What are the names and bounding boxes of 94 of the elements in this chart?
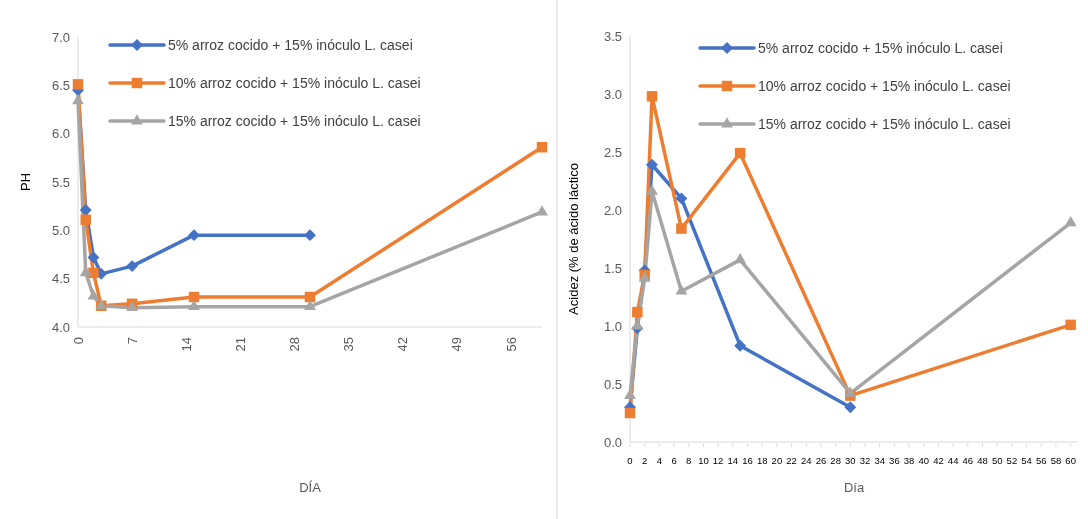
x-tick-label: 50 xyxy=(991,455,1003,466)
point xyxy=(536,141,548,153)
point xyxy=(72,93,84,105)
x-tick-label: 12 xyxy=(712,455,724,466)
y-tick-label: 4.0 xyxy=(51,319,70,335)
point xyxy=(624,407,636,419)
x-tick-label: 6 xyxy=(671,455,677,466)
x-tick-label: 28 xyxy=(287,337,303,352)
point xyxy=(304,299,316,311)
y-tick-label: 2.0 xyxy=(603,202,622,218)
y-axis-title: PH xyxy=(18,172,33,192)
point xyxy=(188,229,200,242)
y-tick-label: 1.5 xyxy=(603,260,622,276)
x-tick-label: 16 xyxy=(742,455,753,466)
x-tick-label: 22 xyxy=(786,455,797,466)
x-axis-title: Día xyxy=(843,480,865,495)
point xyxy=(126,260,139,273)
x-tick-label: 0 xyxy=(627,455,633,466)
y-tick-label: 2.5 xyxy=(603,144,622,160)
x-tick-label: 34 xyxy=(874,455,885,466)
point xyxy=(844,401,857,414)
y-tick-label: 5.0 xyxy=(51,222,70,238)
x-axis-title: DÍA xyxy=(299,480,322,495)
x-tick-label: 8 xyxy=(686,455,692,466)
x-tick-label: 18 xyxy=(756,455,768,466)
x-tick-label: 21 xyxy=(232,337,248,352)
legend-label: 5% arroz cocido + 15% inóculo L. casei xyxy=(758,39,1003,56)
point xyxy=(675,284,688,295)
point xyxy=(88,267,99,279)
point xyxy=(646,158,658,171)
legend-label: 5% arroz cocido + 15% inóculo L. casei xyxy=(168,36,413,53)
y-tick-label: 5.5 xyxy=(51,174,70,190)
point xyxy=(72,79,84,90)
x-tick-label: 58 xyxy=(1050,455,1062,466)
legend-label: 15% arroz cocido + 15% inóculo L. casei xyxy=(758,115,1011,132)
point xyxy=(188,299,200,311)
x-tick-label: 56 xyxy=(1035,455,1047,466)
legend-label: 10% arroz cocido + 15% inóculo L. casei xyxy=(168,74,421,91)
x-tick-label: 48 xyxy=(977,455,988,466)
y-tick-label: 6.5 xyxy=(51,77,70,93)
x-tick-label: 14 xyxy=(178,337,194,352)
x-tick-label: 40 xyxy=(918,455,930,466)
point xyxy=(646,184,658,195)
point xyxy=(844,386,857,397)
x-tick-label: 30 xyxy=(845,455,856,466)
y-tick-label: 0.5 xyxy=(603,376,622,392)
y-tick-label: 3.5 xyxy=(603,28,622,44)
point xyxy=(79,204,92,216)
y-axis-title: Acidez (% de ácido láctico xyxy=(566,163,581,315)
x-tick-label: 35 xyxy=(341,337,357,352)
y-tick-label: 3.0 xyxy=(603,86,622,102)
point xyxy=(87,251,100,264)
x-tick-label: 44 xyxy=(947,455,959,466)
point xyxy=(734,147,746,159)
y-tick-label: 6.0 xyxy=(51,126,70,142)
point xyxy=(646,91,658,102)
point xyxy=(631,319,644,330)
x-tick-label: 2 xyxy=(642,455,648,466)
x-tick-label: 4 xyxy=(656,455,663,466)
x-tick-label: 42 xyxy=(933,455,944,466)
x-tick-label: 14 xyxy=(727,455,739,466)
x-tick-label: 38 xyxy=(903,455,915,466)
y-tick-label: 7.0 xyxy=(51,29,70,45)
point xyxy=(304,229,316,242)
x-tick-label: 26 xyxy=(815,455,827,466)
x-tick-label: 56 xyxy=(503,337,519,352)
point xyxy=(80,214,91,225)
point xyxy=(1065,319,1076,331)
point xyxy=(676,223,687,234)
x-tick-label: 7 xyxy=(124,337,140,345)
y-tick-label: 0.0 xyxy=(603,434,622,450)
legend-label: 15% arroz cocido + 15% inóculo L. casei xyxy=(168,112,421,129)
point xyxy=(734,339,747,352)
x-tick-label: 28 xyxy=(830,455,841,466)
x-tick-label: 0 xyxy=(70,337,86,345)
x-tick-label: 10 xyxy=(698,455,709,466)
point xyxy=(1064,215,1077,227)
x-tick-label: 52 xyxy=(1006,455,1018,466)
legend-label: 10% arroz cocido + 15% inóculo L. casei xyxy=(758,77,1011,94)
x-tick-label: 49 xyxy=(449,337,465,352)
x-tick-label: 54 xyxy=(1021,455,1032,466)
point xyxy=(675,192,688,205)
point xyxy=(87,289,100,300)
point xyxy=(632,306,643,318)
point xyxy=(536,205,548,216)
x-tick-label: 60 xyxy=(1065,455,1076,466)
x-tick-label: 24 xyxy=(800,455,812,466)
x-tick-label: 32 xyxy=(859,455,871,466)
x-tick-label: 36 xyxy=(889,455,900,466)
x-tick-label: 42 xyxy=(395,337,411,352)
x-tick-label: 46 xyxy=(962,455,974,466)
x-tick-label: 20 xyxy=(771,455,783,466)
y-tick-label: 4.5 xyxy=(51,271,70,287)
y-tick-label: 1.0 xyxy=(603,318,622,334)
